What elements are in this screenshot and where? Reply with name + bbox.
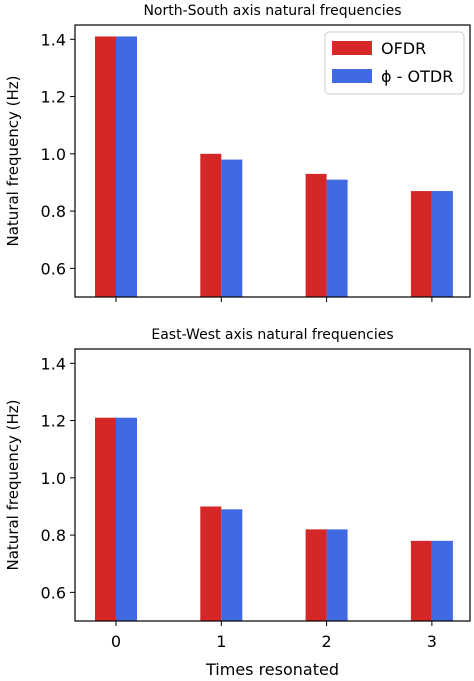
panel-east-west: East-West axis natural frequencies 0.6 0.8… [4, 327, 471, 679]
x-axis-label: Times resonated [205, 660, 339, 679]
bar-otdr [431, 540, 453, 621]
legend-swatch [332, 69, 372, 83]
y-tick-label: 0.6 [41, 583, 66, 602]
bar-otdr [326, 529, 348, 621]
bar-otdr [221, 509, 243, 621]
plot-frame [74, 348, 471, 622]
y-tick-label: 1.0 [41, 469, 66, 488]
bar-otdr [116, 417, 137, 621]
legend-swatch [332, 41, 372, 55]
y-tick-label: 1.2 [41, 412, 66, 431]
y-tick-label: 1.4 [41, 30, 66, 49]
legend-label: OFDR [381, 39, 426, 58]
y-tick-label: 1.4 [41, 354, 66, 373]
bar-ofdr [95, 417, 116, 621]
y-tick-label: 0.8 [41, 526, 66, 545]
legend: OFDR ϕ - OTDR [324, 31, 465, 95]
y-tick-label: 0.6 [41, 259, 66, 278]
x-tick-label: 0 [111, 632, 121, 651]
y-axis-label: Natural frequency (Hz) [4, 76, 22, 247]
y-axis-label: Natural frequency (Hz) [4, 400, 22, 571]
bar-ofdr [305, 173, 327, 297]
x-tick-label: 1 [216, 632, 226, 651]
plot-frame [74, 24, 471, 298]
panel-north-south: North-South axis natural frequencies 0.6 0… [4, 3, 471, 302]
bar-ofdr [305, 529, 327, 621]
x-tick-label: 2 [322, 632, 332, 651]
legend-label: ϕ - OTDR [381, 67, 453, 86]
bar-ofdr [410, 540, 432, 621]
bar-ofdr [95, 36, 116, 297]
y-tick-label: 0.8 [41, 202, 66, 221]
bar-ofdr [200, 506, 222, 621]
bar-ofdr [410, 191, 432, 297]
bar-otdr [431, 191, 453, 297]
bar-otdr [326, 179, 348, 297]
x-tick-label: 3 [427, 632, 437, 651]
y-tick-label: 1.2 [41, 88, 66, 107]
bar-otdr [116, 36, 137, 297]
y-tick-label: 1.0 [41, 145, 66, 164]
bar-ofdr [200, 153, 222, 297]
chart-title: North-South axis natural frequencies [143, 3, 401, 19]
chart-title: East-West axis natural frequencies [151, 327, 393, 343]
bar-otdr [221, 159, 243, 297]
